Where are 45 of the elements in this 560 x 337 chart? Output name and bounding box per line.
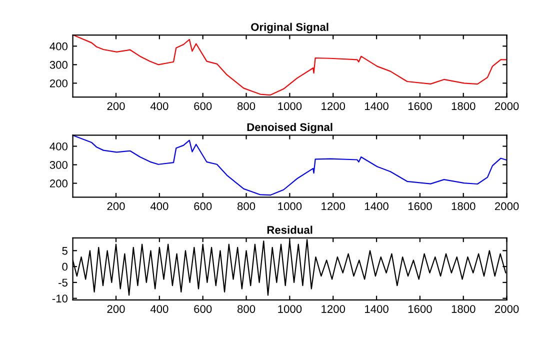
x-tick-label: 1200 [322, 305, 346, 313]
x-tick-label: 1600 [408, 102, 432, 110]
x-tick-label: 1400 [365, 305, 388, 313]
x-tick-label: 1200 [322, 202, 346, 210]
x-tick-label: 600 [194, 202, 212, 210]
x-tick-label: 800 [237, 202, 256, 210]
x-tick-label: 200 [107, 102, 125, 110]
x-tick-label: 400 [150, 305, 168, 313]
x-tick-label: 1000 [278, 102, 302, 110]
x-tick-label: 1600 [408, 202, 432, 210]
x-tick-label: 1800 [452, 305, 476, 313]
x-tick-label: 800 [237, 102, 256, 110]
x-tick-label: 1400 [365, 202, 388, 210]
chart-title: Original Signal [251, 22, 328, 34]
x-tick-label: 2000 [495, 102, 519, 110]
y-tick-label: -10 [52, 294, 68, 302]
x-tick-label: 1800 [452, 202, 476, 210]
y-tick-label: 200 [50, 180, 68, 188]
x-tick-label: 200 [107, 202, 125, 210]
x-tick-label: 800 [237, 305, 256, 313]
x-tick-label: 1000 [278, 202, 302, 210]
x-tick-label: 600 [194, 102, 212, 110]
x-tick-label: 600 [194, 305, 212, 313]
y-tick-label: 400 [50, 42, 68, 50]
x-tick-label: 1600 [408, 305, 432, 313]
x-tick-label: 400 [150, 202, 168, 210]
x-tick-label: 1400 [365, 102, 388, 110]
y-tick-label: -5 [58, 278, 68, 287]
y-tick-label: 5 [62, 247, 68, 255]
y-tick-label: 200 [50, 79, 68, 88]
x-tick-label: 400 [150, 102, 168, 110]
x-tick-label: 1800 [452, 102, 476, 110]
chart-title: Denoised Signal [247, 122, 332, 134]
x-tick-label: 200 [107, 305, 125, 313]
line-series [72, 135, 507, 196]
line-series [72, 35, 507, 96]
x-tick-label: 2000 [495, 202, 519, 210]
y-tick-label: 300 [50, 60, 68, 69]
y-tick-label: 300 [50, 161, 68, 169]
x-tick-label: 2000 [495, 305, 519, 313]
chart-title: Residual [267, 226, 312, 234]
y-tick-label: 0 [62, 262, 68, 271]
y-tick-label: 400 [50, 142, 68, 150]
x-tick-label: 1000 [278, 305, 302, 313]
x-tick-label: 1200 [322, 102, 346, 110]
